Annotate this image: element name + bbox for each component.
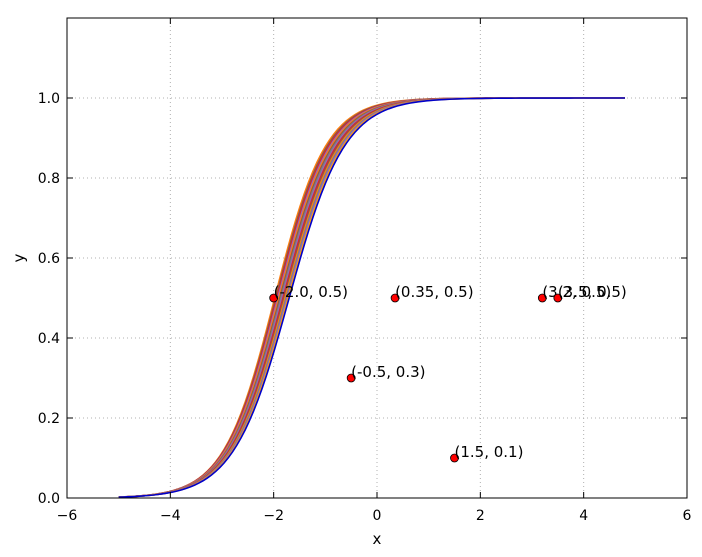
x-tick-label: 6: [683, 508, 692, 524]
x-tick-label: −6: [57, 508, 78, 524]
y-tick-label: 0.4: [38, 331, 60, 347]
curve-family: [118, 97, 625, 498]
y-tick-label: 0.6: [38, 251, 60, 267]
data-point-label: (-0.5, 0.3): [351, 363, 425, 381]
data-point: [269, 293, 279, 303]
y-tick-label: 0.0: [38, 491, 60, 507]
y-tick-label: 0.8: [38, 171, 60, 187]
x-axis-label: x: [373, 530, 382, 548]
sigmoid-curve: [118, 97, 625, 498]
data-point-label: (-2.0, 0.5): [274, 283, 348, 301]
x-tick-label: 2: [476, 508, 485, 524]
data-point-label: (1.5, 0.1): [455, 443, 524, 461]
x-tick-label: 4: [579, 508, 588, 524]
data-points: (-2.0, 0.5) (0.35, 0.5) (-0.5, 0.3) (1.5, 0…: [269, 283, 627, 463]
y-tick-label: 0.2: [38, 411, 60, 427]
data-point: [346, 373, 356, 383]
y-tick-label: 1.0: [38, 91, 60, 107]
data-point: [537, 293, 547, 303]
x-tick-label: −4: [160, 508, 181, 524]
axis-ticks: −6 −4 −2 0 2 4 6 0.0 0.2 0.4 0.6 0.8 1.0: [38, 18, 692, 524]
y-axis-label: y: [10, 253, 28, 262]
data-point: [553, 293, 563, 303]
x-tick-label: −2: [263, 508, 284, 524]
data-point: [390, 293, 400, 303]
data-point: [450, 453, 459, 463]
data-point-label: (3.5, 0.5): [558, 283, 627, 301]
x-tick-label: 0: [373, 508, 382, 524]
data-point-label: (0.35, 0.5): [395, 283, 474, 301]
